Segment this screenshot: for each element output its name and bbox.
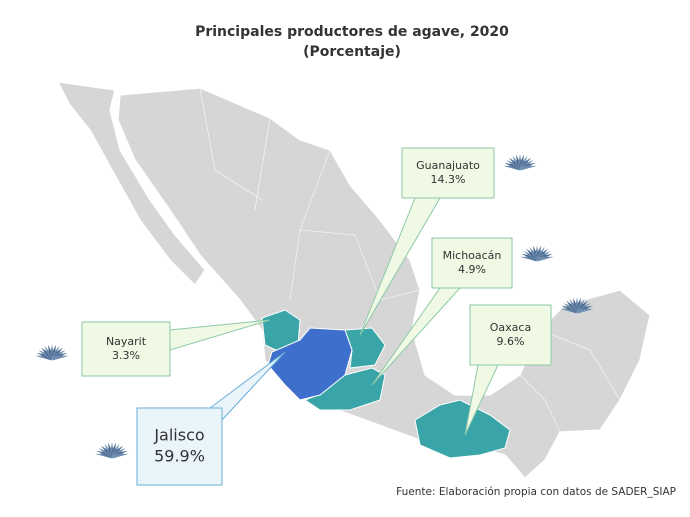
callout-box [136, 407, 223, 486]
agave-icon [560, 297, 594, 314]
region-label: Guanajuato [416, 159, 480, 172]
chart-title: Principales productores de agave, 2020 [195, 24, 509, 40]
agave-leaf [111, 453, 129, 459]
region-label: Michoacán [443, 249, 502, 262]
callout-box [469, 304, 552, 366]
state [267, 327, 353, 401]
region-label: Oaxaca [490, 321, 531, 334]
callout-pointer [169, 319, 271, 351]
agave-leaf [536, 256, 554, 262]
callout-box [81, 321, 171, 377]
region-label: Nayarit [106, 335, 147, 348]
agave-leaf [519, 165, 537, 171]
value-label: 4.9% [458, 263, 486, 276]
agave-icon [35, 344, 69, 361]
agave-leaf [576, 308, 594, 314]
agave-icon [95, 442, 129, 459]
callout-box [401, 147, 495, 199]
chart-subtitle: (Porcentaje) [303, 44, 401, 60]
agave-icon [520, 245, 554, 262]
callout-box [431, 237, 513, 289]
regions [261, 309, 511, 459]
value-label: 3.3% [112, 349, 140, 362]
value-label: 14.3% [431, 173, 466, 186]
agave-icons [35, 154, 594, 459]
value-label: 59.9% [154, 446, 205, 465]
agave-leaf [51, 355, 69, 361]
value-label: 9.6% [497, 335, 525, 348]
source-note: Fuente: Elaboración propia con datos de … [396, 486, 676, 498]
state [414, 399, 511, 459]
agave-icon [503, 154, 537, 171]
state [303, 367, 386, 411]
region-label: Jalisco [153, 426, 204, 445]
baja-california [56, 81, 206, 286]
